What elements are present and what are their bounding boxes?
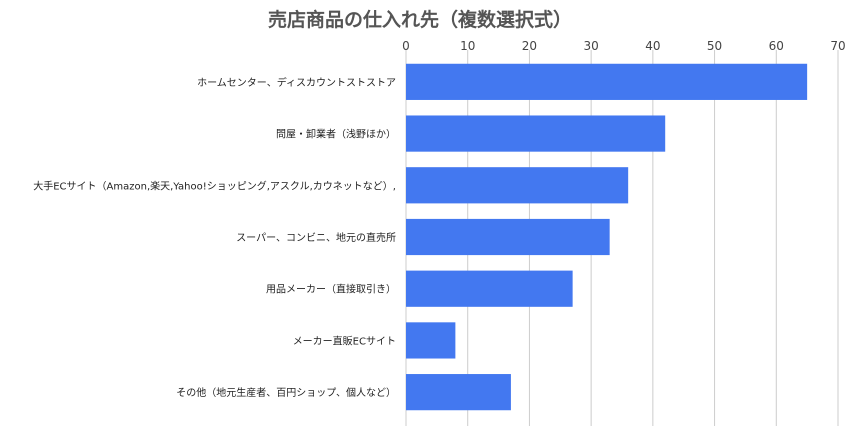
bar-4 — [406, 270, 573, 307]
x-tick-label-1: 10 — [460, 39, 475, 53]
x-tick-label-4: 40 — [645, 39, 660, 53]
category-label-5: メーカー直販ECサイト — [293, 334, 396, 347]
x-axis-ticks: 0 10 20 30 40 50 60 70 — [402, 39, 845, 53]
bar-1 — [406, 115, 666, 152]
x-tick-label-5: 50 — [707, 39, 722, 53]
category-label-6: その他（地元生産者、百円ショップ、個人など） — [176, 386, 396, 399]
chart-title: 売店商品の仕入れ先（複数選択式） — [268, 8, 572, 31]
category-label-3: スーパー、コンビニ、地元の直売所 — [236, 231, 396, 244]
bar-6 — [406, 374, 511, 411]
bar-0 — [406, 63, 808, 100]
x-tick-label-7: 70 — [830, 39, 845, 53]
bar-5 — [406, 322, 456, 359]
x-tick-label-6: 60 — [769, 39, 784, 53]
x-tick-label-3: 30 — [584, 39, 599, 53]
bar-3 — [406, 218, 610, 256]
bars — [406, 63, 808, 411]
category-label-4: 用品メーカー（直接取引き） — [266, 283, 396, 296]
x-tick-label-0: 0 — [402, 39, 410, 53]
category-label-0: ホームセンター、ディスカウントストストア — [197, 76, 396, 89]
category-label-1: 問屋・卸業者（浅野ほか） — [276, 128, 396, 141]
bar-2 — [406, 167, 629, 204]
x-tick-label-2: 20 — [522, 39, 537, 53]
category-label-2: 大手ECサイト（Amazon,楽天,Yahoo!ショッピング,アスクル,カウネッ… — [33, 179, 396, 192]
